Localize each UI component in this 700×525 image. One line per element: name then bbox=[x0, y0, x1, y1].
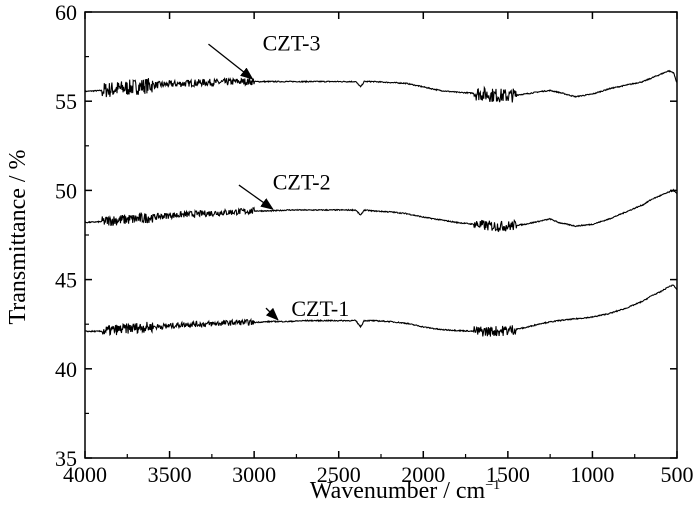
x-tick-label: 4000 bbox=[63, 462, 107, 487]
y-tick-label: 45 bbox=[55, 268, 77, 293]
y-axis-ticks: 35 40 45 50 55 60 bbox=[55, 0, 677, 471]
x-tick-label: 500 bbox=[661, 462, 694, 487]
plot-border bbox=[84, 11, 678, 459]
x-tick-label: 2000 bbox=[401, 462, 445, 487]
series-label-czt-3: CZT-3 bbox=[263, 30, 321, 55]
x-tick-label: 3500 bbox=[148, 462, 192, 487]
annotation-arrow bbox=[238, 184, 274, 210]
x-tick-label: 3000 bbox=[232, 462, 276, 487]
series-label-czt-2: CZT-2 bbox=[273, 169, 331, 194]
series-label-czt-1: CZT-1 bbox=[291, 296, 349, 321]
y-tick-label: 50 bbox=[55, 178, 77, 203]
plot-frame bbox=[84, 11, 678, 459]
x-axis-ticks: 4000 3500 3000 2500 2000 1500 1000 500 bbox=[63, 12, 694, 487]
x-tick-label: 1500 bbox=[486, 462, 530, 487]
x-tick-label: 2500 bbox=[317, 462, 361, 487]
y-tick-label: 40 bbox=[55, 357, 77, 382]
annotation-arrow bbox=[265, 307, 279, 321]
series-annotations: CZT-3 CZT-2 CZT-1 bbox=[208, 30, 349, 321]
y-tick-label: 55 bbox=[55, 89, 77, 114]
x-axis-title: Wavenumber / cm−1 bbox=[310, 478, 500, 504]
x-tick-label: 1000 bbox=[570, 462, 614, 487]
series-line-czt-2 bbox=[84, 188, 678, 233]
series-line-czt-1 bbox=[84, 284, 678, 337]
series-line-czt-3 bbox=[84, 69, 678, 103]
y-tick-label: 60 bbox=[55, 0, 77, 25]
y-tick-label: 35 bbox=[55, 446, 77, 471]
annotation-arrow bbox=[208, 43, 254, 80]
y-axis-title: Transmittance / % bbox=[5, 149, 31, 324]
series-lines bbox=[84, 69, 678, 337]
